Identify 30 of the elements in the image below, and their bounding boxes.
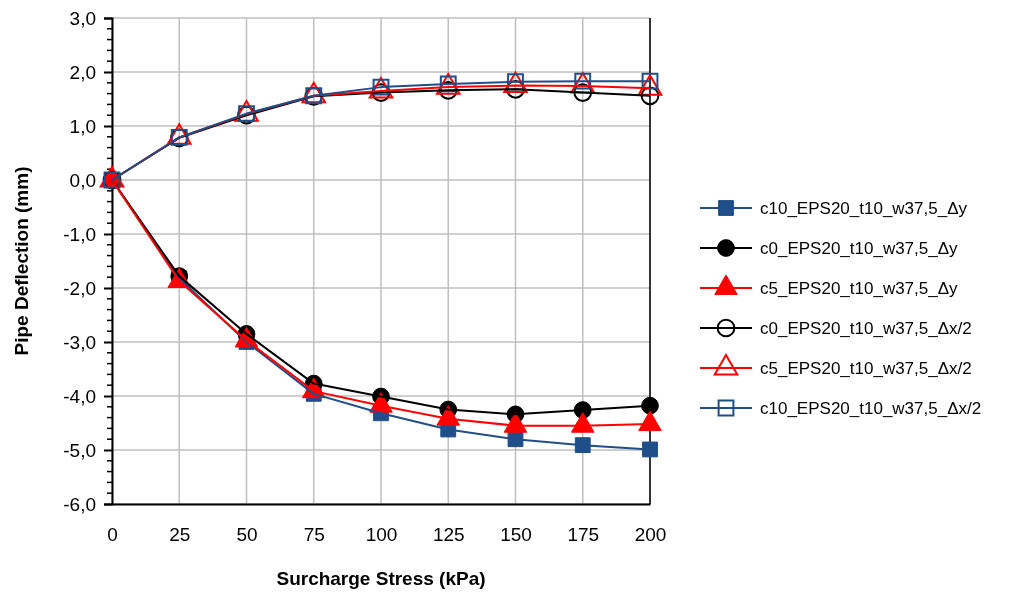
legend-label: c5_EPS20_t10_w37,5_Δx/2 [760,358,972,378]
y-tick-label: -2,0 [63,277,96,299]
legend-label: c10_EPS20_t10_w37,5_Δy [760,198,968,218]
y-tick-label: -3,0 [63,331,96,353]
point [574,437,591,454]
x-tick-label: 150 [500,524,532,546]
x-tick-label: 175 [567,524,600,546]
y-tick-label: -1,0 [63,223,96,245]
x-tick-label: 125 [432,524,465,546]
legend-label: c0_EPS20_t10_w37,5_Δx/2 [760,318,972,338]
y-tick-label: 1,0 [69,115,96,137]
y-tick-label: -6,0 [63,493,96,515]
x-tick-label: 0 [107,524,118,546]
x-tick-label: 200 [634,524,667,546]
x-tick-label: 100 [365,524,398,546]
legend-label: c0_EPS20_t10_w37,5_Δy [760,238,959,258]
x-tick-label: 50 [236,524,258,546]
y-tick-label: -4,0 [63,385,96,407]
y-tick-label: 3,0 [69,7,96,29]
legend-label: c10_EPS20_t10_w37,5_Δx/2 [760,398,982,418]
x-axis-title: Surcharge Stress (kPa) [276,568,486,589]
legend-label: c5_EPS20_t10_w37,5_Δy [760,278,959,298]
y-tick-label: -5,0 [63,439,96,461]
y-tick-label: 0,0 [69,169,96,191]
x-tick-label: 75 [303,524,325,546]
x-tick-label: 25 [169,524,191,546]
point [640,86,660,106]
y-axis-title: Pipe Deflection (mm) [11,166,32,356]
y-tick-label: 2,0 [69,61,96,83]
point [642,441,658,458]
